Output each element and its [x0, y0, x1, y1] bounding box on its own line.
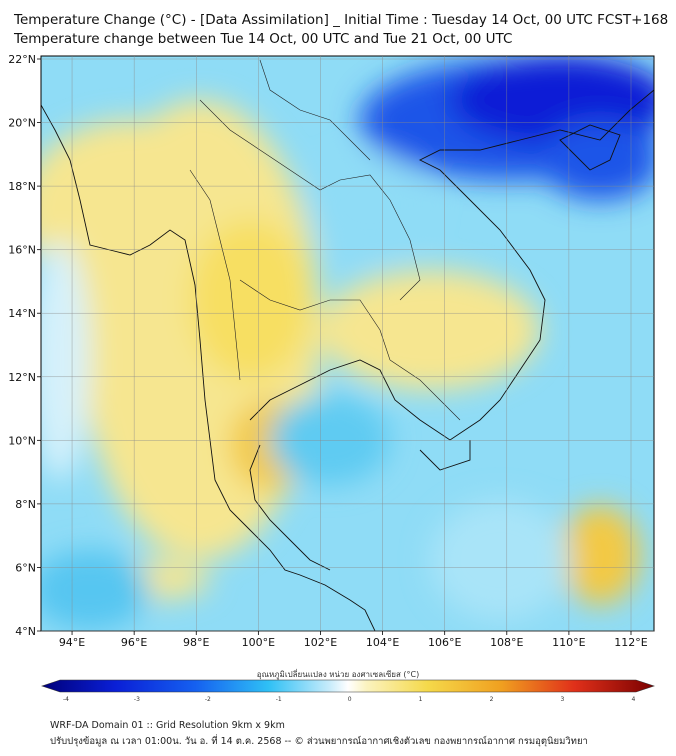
latitude-labels: 22°N 20°N 18°N 16°N 14°N 12°N 10°N 8°N 6°N 4°N: [8, 53, 36, 638]
lon-tick-label: 94°E: [59, 636, 85, 649]
lat-tick-label: 6°N: [15, 561, 36, 574]
lon-tick-label: 104°E: [366, 636, 399, 649]
lat-tick-label: 14°N: [8, 307, 36, 320]
colorbar-tick-label: 2: [490, 696, 494, 703]
colorbar-tick-label: -2: [205, 696, 211, 703]
lon-tick-label: 102°E: [304, 636, 337, 649]
lon-tick-label: 112°E: [614, 636, 647, 649]
lat-tick-label: 22°N: [8, 53, 36, 66]
lon-tick-label: 98°E: [183, 636, 209, 649]
longitude-labels: 94°E 96°E 98°E 100°E 102°E 104°E 106°E 108°E 110…: [59, 636, 648, 649]
footer-credit: ปรับปรุงข้อมูล ณ เวลา 01:00น. วัน อ. ที่…: [50, 736, 588, 747]
lat-tick-label: 12°N: [8, 371, 36, 384]
lon-tick-label: 96°E: [121, 636, 147, 649]
lon-tick-label: 110°E: [552, 636, 585, 649]
lon-tick-label: 108°E: [490, 636, 523, 649]
graticule: [37, 56, 654, 635]
colorbar-tick-label: 1: [419, 696, 423, 703]
colorbar-label: อุณหภูมิเปลี่ยนแปลง หน่วย องศาเซลเซียส (…: [256, 670, 420, 679]
lat-tick-label: 20°N: [8, 117, 36, 130]
temperature-field: [41, 56, 654, 631]
map-title: Temperature Change (°C) - [Data Assimila…: [14, 12, 669, 28]
coastlines: [41, 89, 654, 631]
colorbar-tick-label: 4: [631, 696, 635, 703]
lat-tick-label: 10°N: [8, 434, 36, 447]
lon-tick-label: 106°E: [428, 636, 461, 649]
lat-tick-label: 18°N: [8, 180, 36, 193]
lat-tick-label: 8°N: [15, 498, 36, 511]
colorbar-tick-label: -3: [134, 696, 140, 703]
colorbar-tick-label: 0: [348, 696, 352, 703]
colorbar: -4 -3 -2 -1 0 1 2 3 4: [41, 679, 655, 703]
lon-tick-label: 100°E: [242, 636, 275, 649]
colorbar-tick-label: 3: [561, 696, 565, 703]
colorbar-ticks: -4 -3 -2 -1 0 1 2 3 4: [63, 696, 635, 703]
map-subtitle: Temperature change between Tue 14 Oct, 0…: [14, 31, 513, 47]
lat-tick-label: 16°N: [8, 244, 36, 257]
colorbar-tick-label: -4: [63, 696, 69, 703]
lat-tick-label: 4°N: [15, 625, 36, 638]
colorbar-tick-label: -1: [276, 696, 282, 703]
country-borders: [189, 59, 461, 421]
footer-model-info: WRF-DA Domain 01 :: Grid Resolution 9km …: [50, 720, 285, 731]
